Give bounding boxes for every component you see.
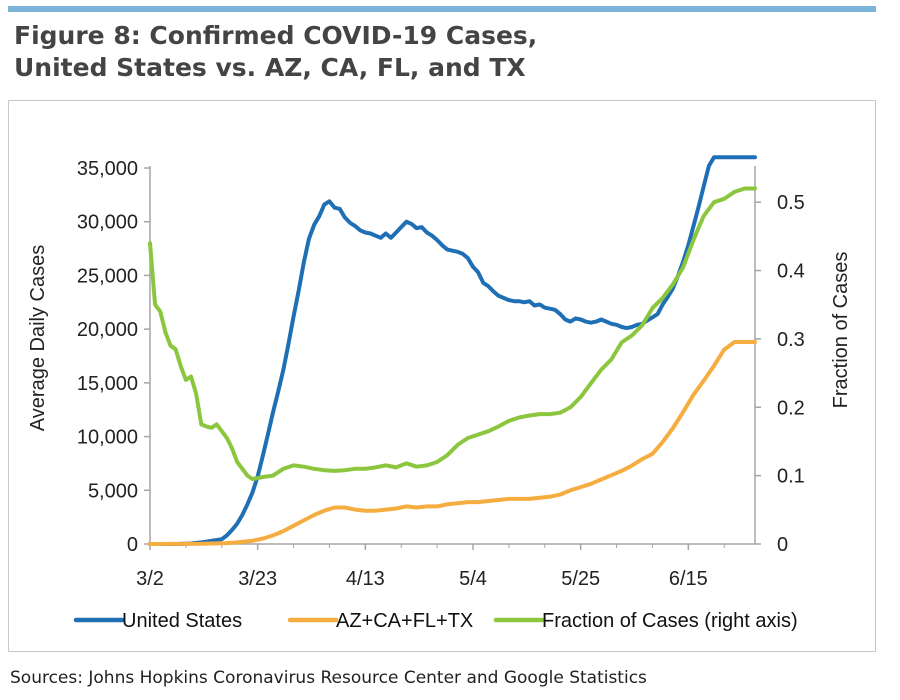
y-tick-label-left: 30,000 — [77, 212, 138, 234]
chart-frame — [8, 100, 876, 652]
x-tick-label: 5/4 — [459, 568, 487, 590]
y-tick-label-left: 5,000 — [88, 480, 138, 502]
x-tick-label: 4/13 — [346, 568, 385, 590]
y-axis-title-left: Average Daily Cases — [27, 245, 49, 431]
x-tick-label: 6/15 — [669, 568, 708, 590]
legend-label-1: United States — [122, 610, 242, 632]
figure-title-line-1: Figure 8: Confirmed COVID-19 Cases, — [14, 21, 538, 50]
y-tick-label-right: 0.4 — [777, 261, 805, 283]
x-tick-label: 5/25 — [561, 568, 600, 590]
figure-title: Figure 8: Confirmed COVID-19 Cases, Unit… — [14, 20, 537, 84]
legend-label-3: Fraction of Cases (right axis) — [542, 610, 798, 632]
series-line-2 — [148, 340, 757, 546]
y-tick-label-left: 10,000 — [77, 427, 138, 449]
y-tick-label-left: 20,000 — [77, 319, 138, 341]
series-line-3 — [148, 186, 757, 482]
y-tick-label-right: 0.1 — [777, 466, 805, 488]
y-tick-label-left: 0 — [127, 534, 138, 556]
y-tick-label-left: 35,000 — [77, 158, 138, 180]
x-tick-label: 3/2 — [136, 568, 164, 590]
top-accent-bar — [8, 6, 876, 12]
y-tick-label-left: 25,000 — [77, 265, 138, 287]
source-note: Sources: Johns Hopkins Coronavirus Resou… — [10, 668, 647, 688]
x-tick-label: 3/23 — [238, 568, 277, 590]
series-line-1 — [148, 155, 757, 546]
legend-label-2: AZ+CA+FL+TX — [336, 610, 473, 632]
y-tick-label-right: 0.5 — [777, 192, 805, 214]
y-axis-title-right: Fraction of Cases — [830, 252, 852, 409]
figure-title-line-2: United States vs. AZ, CA, FL, and TX — [14, 53, 526, 82]
y-tick-label-right: 0.3 — [777, 329, 805, 351]
y-tick-label-left: 15,000 — [77, 373, 138, 395]
y-tick-label-right: 0 — [777, 534, 788, 556]
y-tick-label-right: 0.2 — [777, 397, 805, 419]
